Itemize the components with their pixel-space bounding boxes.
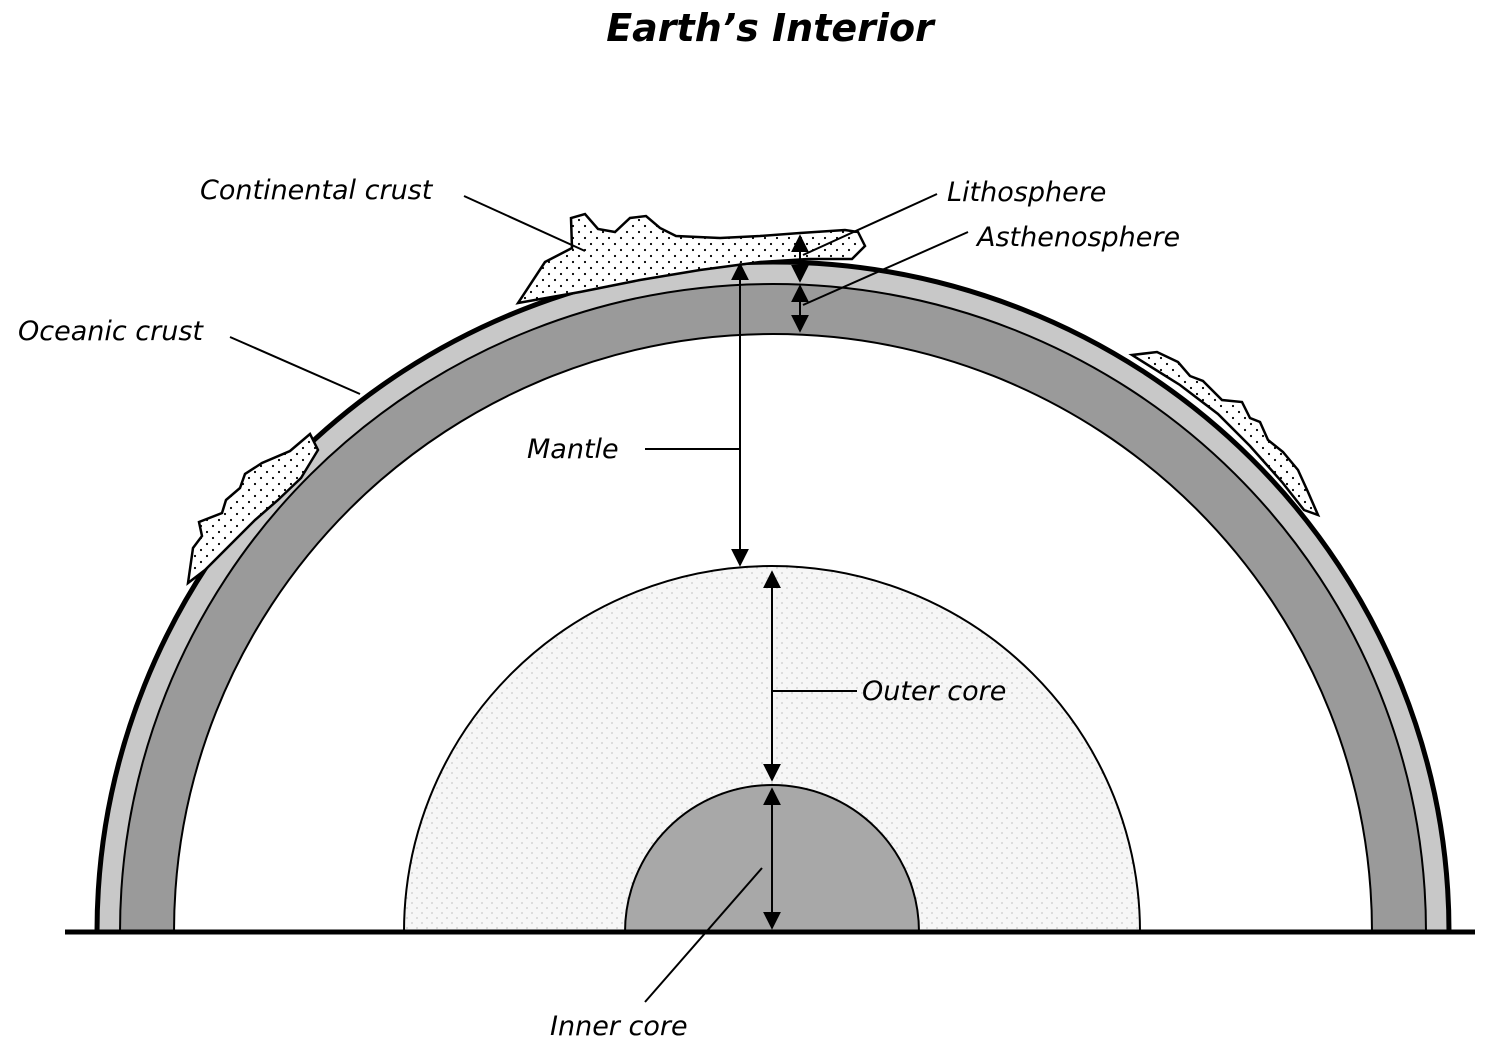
continental-crust-left [186,432,320,586]
oceanic-crust-leader [229,336,361,395]
lithosphere-leader [802,193,938,256]
inner-core-leader [644,867,763,1003]
continental-crust-label: Continental crust [200,175,434,206]
diagram-title: Earth’s Interior [606,6,934,50]
outer-core-label: Outer core [862,676,1006,707]
asthenosphere-leader [802,231,969,306]
oceanic-crust-label: Oceanic crust [18,316,204,347]
asthenosphere-label: Asthenosphere [975,222,1180,253]
mantle-label: Mantle [527,434,619,465]
inner-core-label: Inner core [550,1011,688,1042]
continental-crust-leader [463,195,586,252]
lithosphere-label: Lithosphere [947,177,1106,208]
continental-crust-top [515,212,867,305]
continental-crust-right [1128,350,1321,518]
